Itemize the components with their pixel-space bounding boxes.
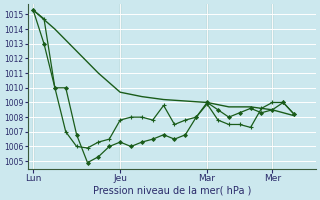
- X-axis label: Pression niveau de la mer( hPa ): Pression niveau de la mer( hPa ): [92, 186, 251, 196]
